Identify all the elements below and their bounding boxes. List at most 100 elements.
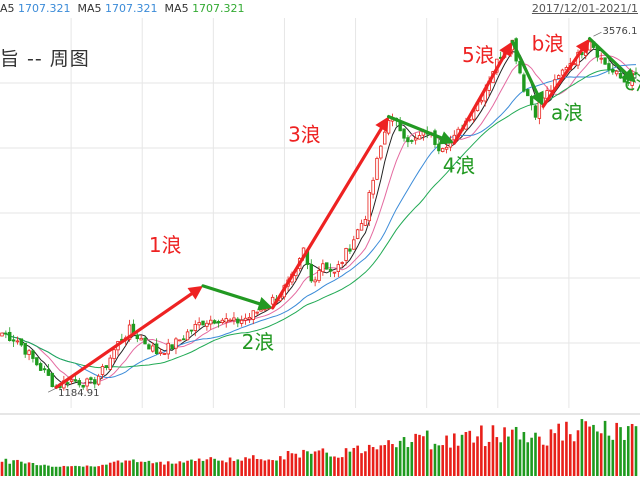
volume-bar: [607, 435, 611, 476]
candle-body: [15, 340, 20, 343]
volume-bar: [584, 421, 588, 476]
volume-bar: [476, 436, 479, 476]
volume-bar: [321, 448, 325, 476]
wave-label: c浪: [624, 71, 640, 95]
volume-bar: [112, 461, 116, 476]
candle-body: [243, 317, 248, 321]
ma-legend: A5 1707.321 MA5 1707.321 MA5 1707.321: [0, 2, 245, 15]
volume-bar: [251, 455, 255, 476]
volume-bar: [294, 453, 298, 476]
wave-arrow-shaft: [588, 37, 628, 75]
volume-bar: [522, 432, 526, 476]
volume-bar: [8, 463, 12, 476]
candle-body: [178, 339, 182, 342]
wave-arrow-head: [621, 68, 636, 83]
candle-body: [634, 72, 638, 75]
candle-body: [69, 379, 74, 382]
volume-bar: [302, 449, 305, 476]
candle-body: [614, 70, 619, 75]
volume-bar: [74, 465, 77, 476]
volume-bar: [433, 443, 437, 476]
volume-bar: [576, 430, 580, 476]
volume-bar: [128, 460, 131, 476]
candle-body: [11, 339, 16, 342]
candle-body: [151, 345, 155, 352]
volume-bar: [263, 460, 267, 476]
volume-bar: [271, 460, 274, 476]
candle-body: [50, 372, 54, 388]
volume-bar: [565, 421, 568, 476]
volume-bar: [31, 462, 35, 476]
volume-bar: [553, 433, 557, 476]
candle-body: [174, 338, 178, 349]
volume-bar: [35, 465, 39, 476]
volume-bar: [375, 449, 379, 476]
volume-bar: [155, 462, 158, 476]
volume-bar: [209, 457, 213, 476]
wave-arrow-head: [499, 41, 513, 58]
volume-bar: [364, 451, 367, 476]
volume-bar: [290, 453, 294, 476]
candle-body: [355, 229, 360, 239]
candle-body: [224, 318, 228, 323]
volume-bar: [395, 447, 398, 476]
candle-body: [112, 349, 116, 360]
wave-label: 1浪: [149, 233, 182, 257]
volume-bar: [205, 459, 209, 476]
volume-bar: [538, 436, 541, 476]
candle-body: [185, 331, 190, 341]
candle-body: [162, 353, 167, 355]
volume-bar: [499, 442, 502, 476]
volume-bar: [325, 452, 329, 476]
volume-bar: [337, 457, 340, 476]
volume-bar: [561, 440, 564, 476]
ma5-label: MA5: [77, 2, 102, 15]
volume-bar: [387, 440, 390, 476]
candle-body: [321, 263, 325, 273]
volume-bar: [615, 422, 618, 476]
volume-bar: [468, 430, 472, 476]
volume-bar: [460, 434, 464, 476]
candle-body: [232, 317, 236, 321]
ma-prefix-label: A5: [0, 2, 15, 15]
volume-bar: [545, 445, 549, 476]
wave-arrow-head: [438, 131, 455, 145]
volume-bar: [39, 465, 42, 476]
candle-body: [205, 322, 209, 327]
volume-bar: [101, 464, 104, 476]
volume-bar: [279, 456, 282, 476]
volume-bar: [267, 459, 271, 476]
volume-bar: [97, 466, 100, 476]
volume-bar: [530, 437, 533, 476]
candle-body: [81, 384, 85, 388]
candle-body: [526, 89, 530, 97]
candle-body: [479, 100, 484, 103]
volume-bar: [4, 458, 8, 476]
candle-body: [359, 223, 364, 231]
volume-bar: [78, 466, 81, 476]
candle-body: [375, 157, 379, 180]
candle-body: [533, 105, 538, 118]
volume-bar: [166, 461, 170, 476]
volume-bar: [147, 460, 151, 476]
volume-bar: [425, 430, 429, 476]
volume-bar: [16, 459, 19, 476]
candle-body: [599, 57, 603, 60]
volume-bar: [572, 441, 576, 476]
candle-body: [100, 366, 105, 375]
volume-bar: [178, 461, 182, 476]
volume-bar: [495, 437, 499, 476]
volume-bar: [391, 444, 394, 476]
volume-bar: [282, 459, 286, 476]
candle-body: [220, 319, 225, 323]
volume-bar: [20, 461, 23, 476]
date-range[interactable]: 2017/12/01-2021/1: [531, 2, 638, 15]
wave-arrow-head: [375, 116, 389, 133]
volume-bar: [371, 447, 375, 476]
candle-body: [31, 350, 35, 359]
volume-bar: [514, 426, 518, 476]
candle-body: [603, 57, 607, 65]
volume-bar: [136, 462, 139, 476]
candle-body: [336, 264, 341, 272]
